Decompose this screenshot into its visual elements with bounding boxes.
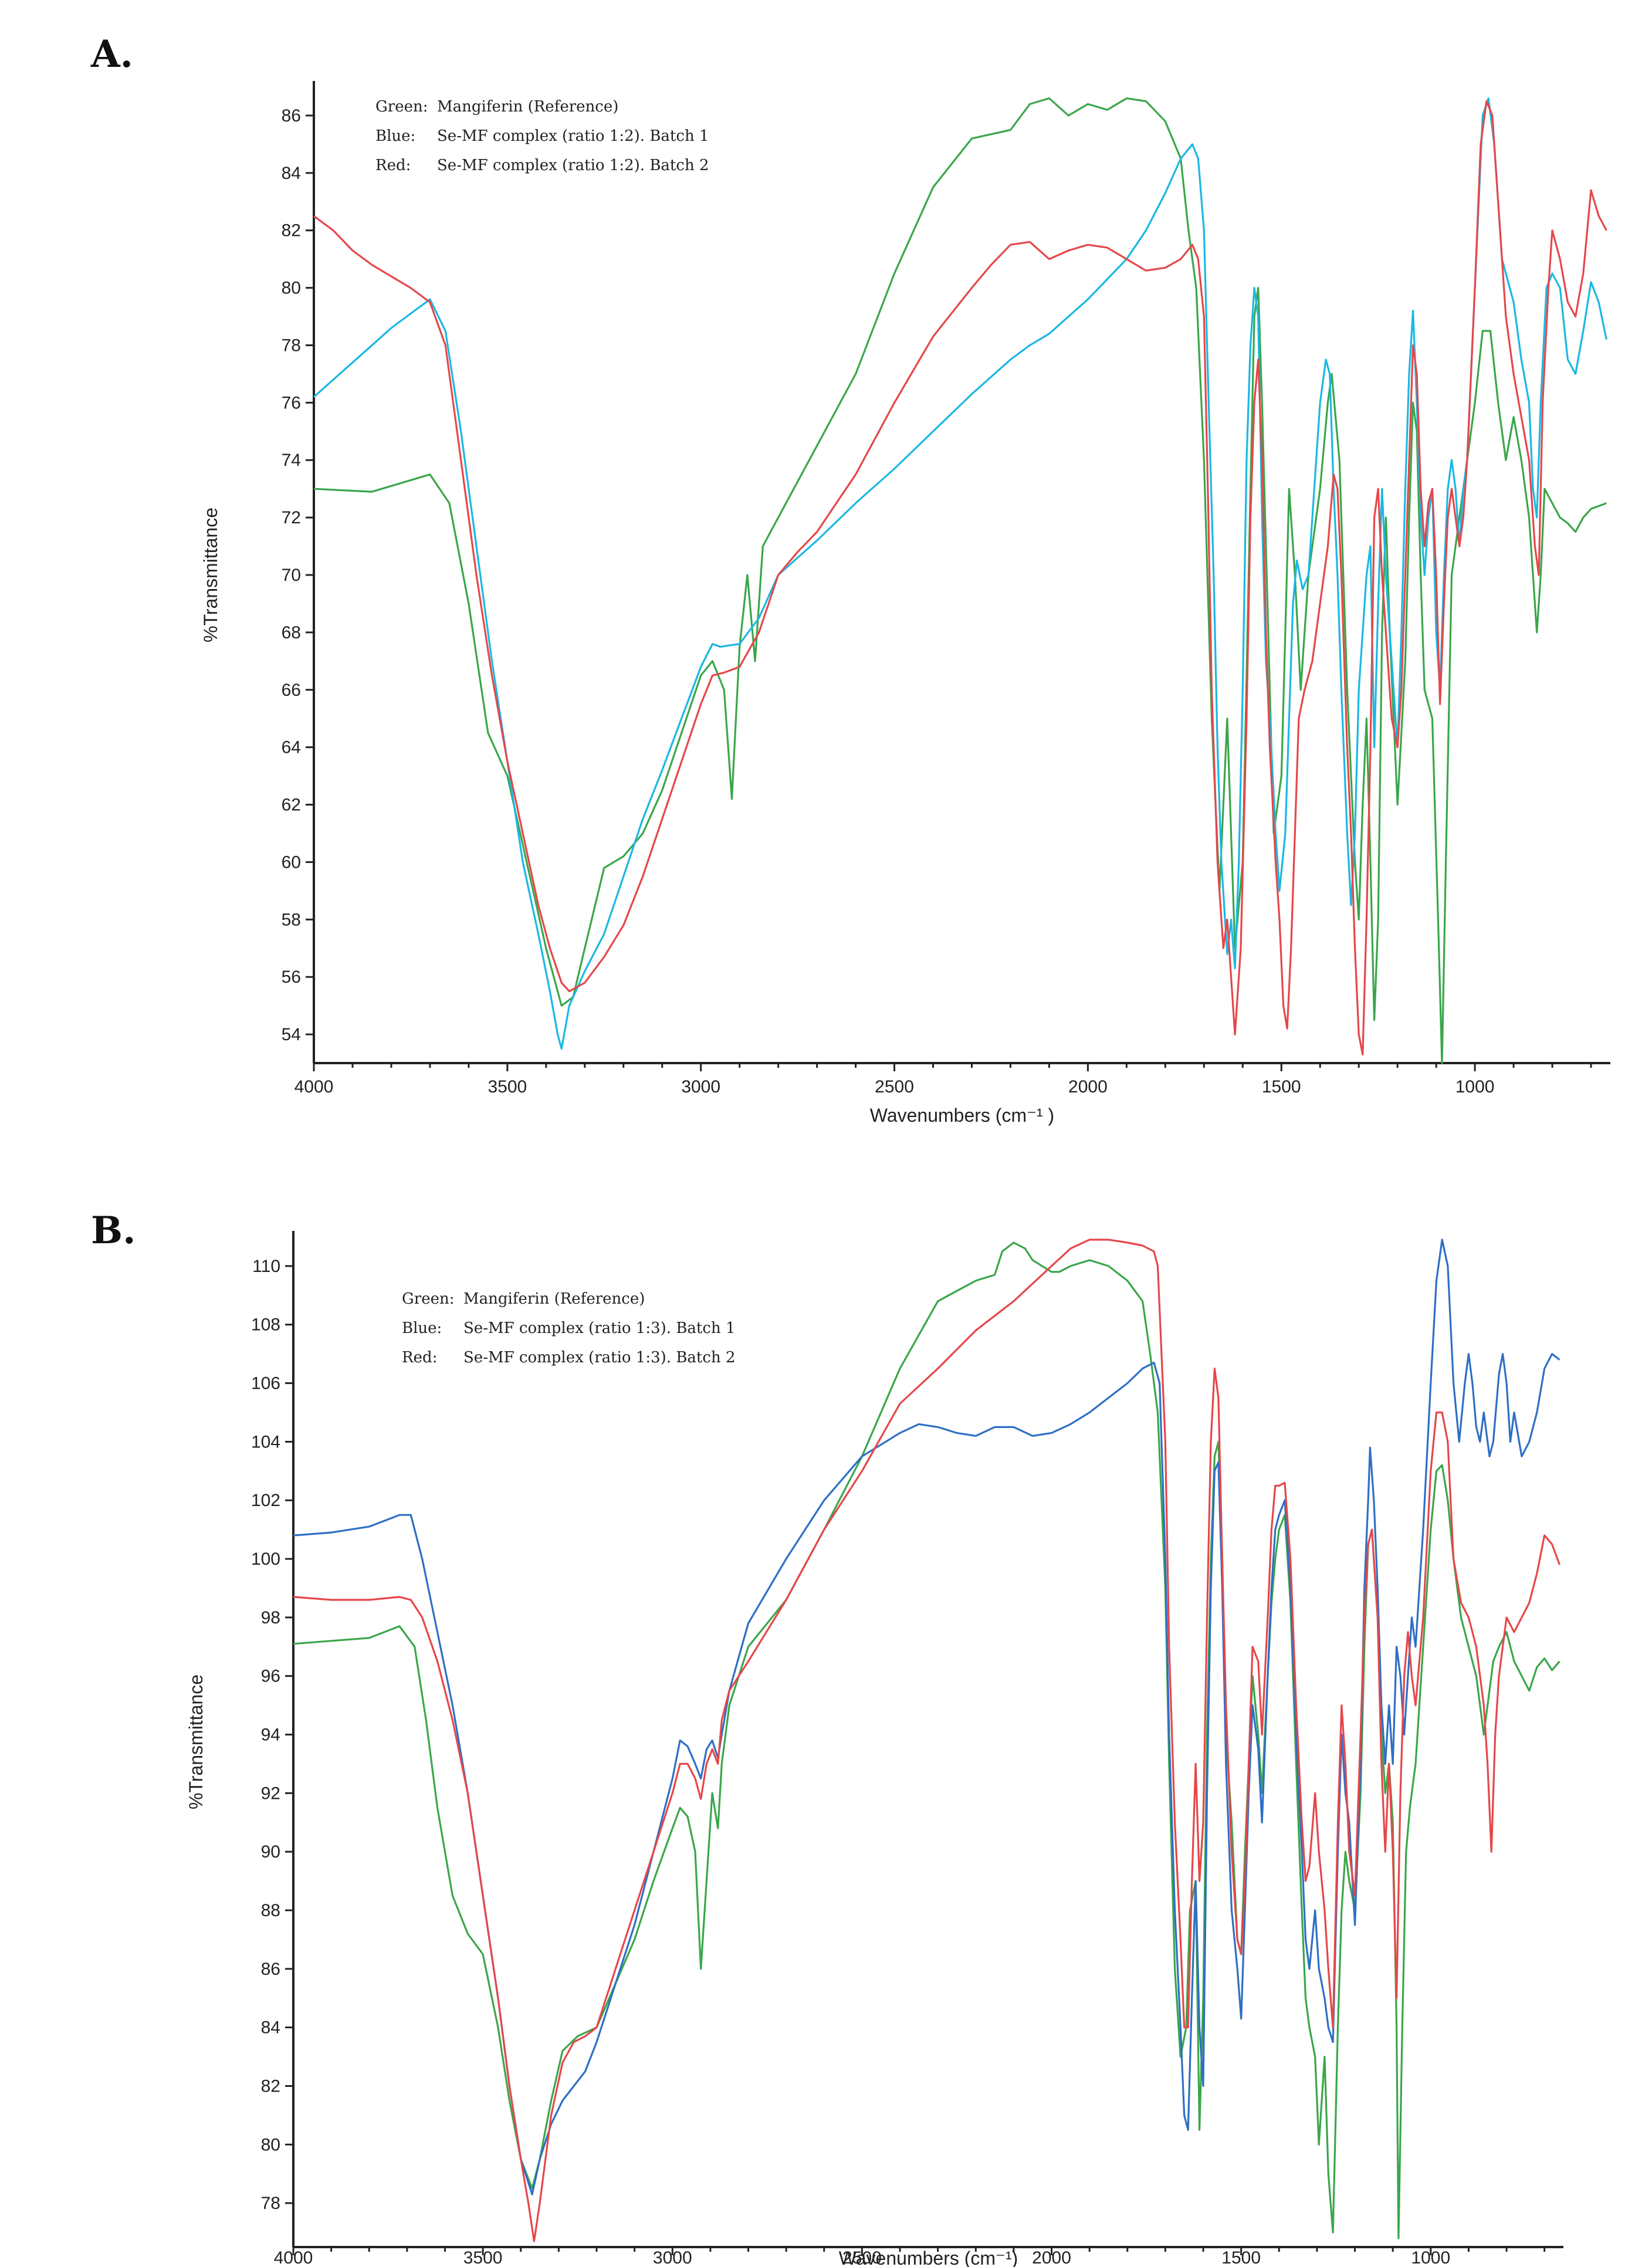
y-tick-label-a: 56 xyxy=(282,967,301,987)
legend-label-b-0: Mangiferin (Reference) xyxy=(463,1290,645,1308)
x-tick-label-b: 2000 xyxy=(1032,2248,1071,2267)
x-tick-label-a: 3000 xyxy=(681,1077,720,1097)
legend-key-a-2: Red: xyxy=(375,157,411,174)
series-line-b-1 xyxy=(293,1239,1560,2195)
legend-key-a-0: Green: xyxy=(375,98,428,116)
y-tick-label-a: 76 xyxy=(282,393,301,412)
y-tick-label-a: 78 xyxy=(282,336,301,355)
y-tick-label-a: 60 xyxy=(282,852,301,872)
x-tick-label-b: 1500 xyxy=(1221,2248,1261,2267)
y-tick-label-a: 58 xyxy=(282,910,301,929)
y-tick-label-b: 110 xyxy=(252,1257,280,1276)
y-tick-label-a: 62 xyxy=(282,796,301,815)
y-tick-label-a: 86 xyxy=(282,106,301,126)
y-tick-label-b: 90 xyxy=(261,1842,280,1862)
x-axis-title-a: Wavenumbers (cm⁻¹ ) xyxy=(870,1105,1054,1126)
y-tick-label-a: 66 xyxy=(282,681,301,700)
legend-label-a-2: Se-MF complex (ratio 1:2). Batch 2 xyxy=(437,157,709,174)
legend-label-a-1: Se-MF complex (ratio 1:2). Batch 1 xyxy=(437,127,709,145)
x-tick-label-a: 4000 xyxy=(294,1077,334,1097)
y-tick-label-b: 82 xyxy=(261,2076,280,2096)
x-tick-label-b: 2500 xyxy=(842,2248,882,2267)
x-tick-label-a: 2000 xyxy=(1068,1077,1108,1097)
panel-label-b: B. xyxy=(91,1209,136,1253)
x-tick-label-a: 3500 xyxy=(488,1077,527,1097)
series-line-a-0 xyxy=(313,97,1607,1064)
y-tick-label-a: 80 xyxy=(282,279,301,298)
series-line-a-2 xyxy=(313,100,1607,1055)
y-tick-label-b: 78 xyxy=(261,2194,280,2213)
legend-key-b-2: Red: xyxy=(402,1349,437,1366)
legend-label-b-2: Se-MF complex (ratio 1:3). Batch 2 xyxy=(463,1349,736,1366)
y-tick-label-b: 106 xyxy=(251,1374,280,1393)
y-tick-label-b: 104 xyxy=(251,1432,280,1451)
series-line-a-1 xyxy=(313,97,1607,1050)
legend-key-a-1: Blue: xyxy=(375,127,415,145)
legend-key-b-0: Green: xyxy=(402,1290,454,1308)
x-tick-label-b: 4000 xyxy=(274,2248,313,2267)
y-tick-label-a: 70 xyxy=(282,566,301,585)
y-tick-label-a: 82 xyxy=(282,221,301,241)
x-tick-label-a: 2500 xyxy=(875,1077,914,1097)
y-tick-label-b: 84 xyxy=(261,2018,280,2038)
y-tick-label-b: 86 xyxy=(261,1960,280,1979)
y-tick-label-a: 72 xyxy=(282,508,301,527)
y-axis-title-a: %Transmittance xyxy=(200,507,221,642)
x-tick-label-a: 1500 xyxy=(1262,1077,1301,1097)
y-tick-label-b: 96 xyxy=(261,1667,280,1686)
legend-label-a-0: Mangiferin (Reference) xyxy=(437,98,618,116)
legend-label-b-1: Se-MF complex (ratio 1:3). Batch 1 xyxy=(463,1319,736,1337)
y-tick-label-a: 54 xyxy=(282,1025,301,1044)
y-tick-label-b: 80 xyxy=(261,2135,280,2154)
x-tick-label-b: 3000 xyxy=(653,2248,692,2267)
x-tick-label-b: 3500 xyxy=(463,2248,503,2267)
y-tick-label-b: 102 xyxy=(251,1491,280,1510)
y-tick-label-b: 88 xyxy=(261,1901,280,1920)
panel-label-a: A. xyxy=(91,32,133,76)
y-tick-label-a: 64 xyxy=(282,738,301,757)
y-tick-label-b: 94 xyxy=(261,1725,280,1745)
x-tick-label-b: 1000 xyxy=(1411,2248,1450,2267)
x-tick-label-a: 1000 xyxy=(1455,1077,1495,1097)
y-tick-label-a: 74 xyxy=(282,451,301,470)
series-line-b-0 xyxy=(293,1241,1560,2239)
y-axis-title-b: %Transmittance xyxy=(185,1674,206,1809)
y-tick-label-b: 108 xyxy=(251,1315,280,1335)
y-tick-label-a: 68 xyxy=(282,623,301,642)
y-tick-label-b: 98 xyxy=(261,1608,280,1627)
y-tick-label-a: 84 xyxy=(282,164,301,183)
x-axis-title-b: Wavenumbers (cm⁻¹) xyxy=(839,2248,1018,2267)
legend-key-b-1: Blue: xyxy=(402,1319,442,1337)
series-line-b-2 xyxy=(293,1239,1561,2242)
y-tick-label-b: 92 xyxy=(261,1784,280,1803)
y-tick-label-b: 100 xyxy=(251,1549,280,1569)
